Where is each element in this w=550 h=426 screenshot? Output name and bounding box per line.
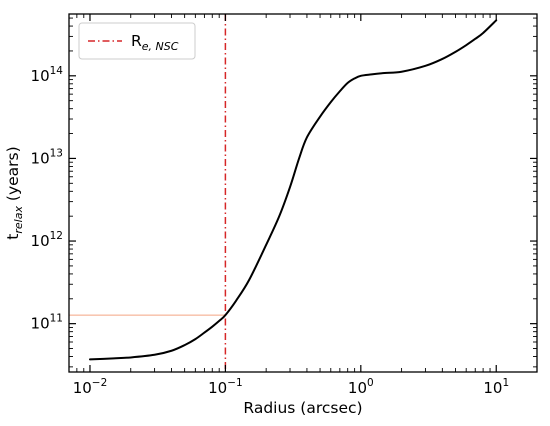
- x-tick-label: 100: [348, 377, 374, 397]
- y-tick-label-base: 10: [31, 149, 50, 167]
- y-axis-label: trelax (years): [4, 146, 25, 239]
- x-tick-label-base: 10: [73, 379, 92, 397]
- legend-box: [78, 22, 196, 60]
- y-tick-label-exp: 11: [50, 313, 63, 325]
- x-tick-label: 10−1: [208, 377, 243, 397]
- y-axis-label-main: t: [4, 234, 22, 240]
- x-tick-label: 10−2: [73, 377, 108, 397]
- plot-frame: [68, 13, 538, 373]
- y-tick-label-base: 10: [31, 315, 50, 333]
- y-axis-label-sub: relax: [12, 206, 25, 234]
- y-tick-label-exp: 14: [50, 65, 64, 77]
- y-tick-label-exp: 12: [50, 230, 63, 242]
- legend-label-sub: e, NSC: [142, 40, 179, 53]
- x-tick-label-exp: 0: [367, 377, 374, 389]
- x-tick-label: 101: [483, 377, 509, 397]
- legend-label-reff: Re, NSC: [131, 32, 179, 53]
- y-tick-label-base: 10: [31, 67, 50, 85]
- x-tick-label-exp: −2: [92, 377, 107, 389]
- x-tick-label-exp: −1: [227, 377, 242, 389]
- x-axis: 10−2 10−1 100 101: [68, 14, 538, 397]
- x-tick-label-base: 10: [208, 379, 227, 397]
- y-tick-label: 1012: [31, 230, 63, 250]
- plot-content: [69, 14, 498, 372]
- y-tick-label: 1014: [31, 65, 64, 85]
- x-tick-label-base: 10: [483, 379, 502, 397]
- y-tick-label: 1011: [31, 313, 63, 333]
- y-axis-label-unit: (years): [4, 146, 22, 206]
- x-tick-label-base: 10: [348, 379, 367, 397]
- x-tick-label-exp: 1: [502, 377, 509, 389]
- legend: Re, NSC: [78, 22, 196, 60]
- x-axis-label: Radius (arcsec): [243, 399, 362, 417]
- legend-label-main: R: [131, 32, 142, 50]
- y-tick-label-exp: 13: [50, 147, 63, 159]
- y-tick-label-base: 10: [31, 232, 50, 250]
- series-line: [88, 19, 498, 361]
- y-tick-label: 1013: [31, 147, 63, 167]
